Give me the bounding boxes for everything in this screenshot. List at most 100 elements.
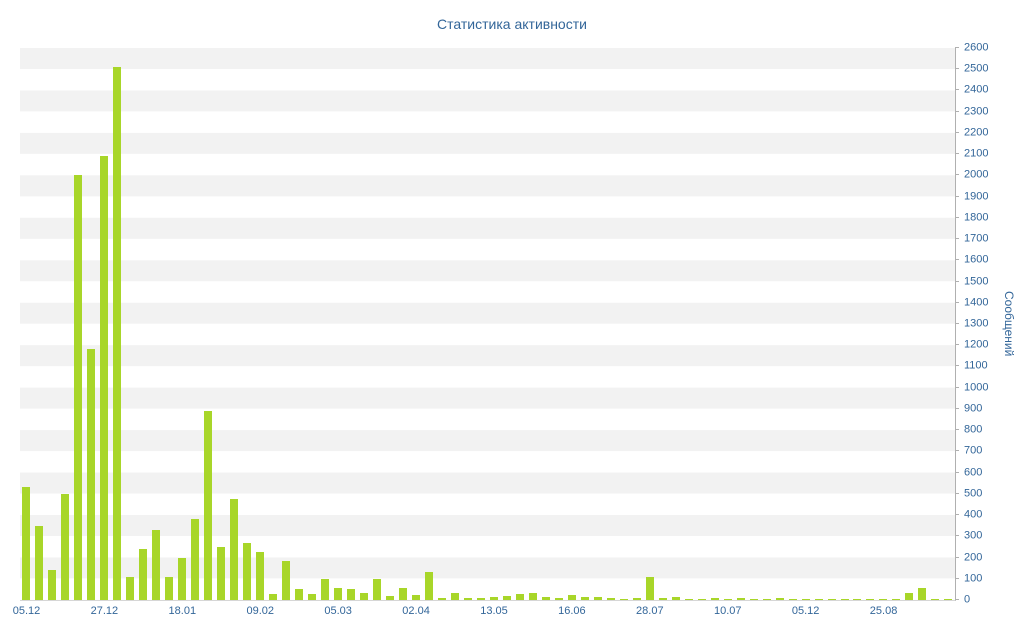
bar	[931, 599, 940, 600]
bar	[308, 593, 317, 600]
bar	[35, 525, 44, 600]
bar-slot	[423, 48, 436, 600]
y-tick-label: 400	[964, 508, 983, 521]
bar-slot	[293, 48, 306, 600]
bar-slot	[877, 48, 890, 600]
x-tick-label: 13.05	[480, 605, 508, 617]
bar	[944, 599, 953, 600]
bar	[619, 598, 628, 600]
y-tick	[955, 301, 959, 303]
bar	[113, 67, 122, 600]
bar-slot	[630, 48, 643, 600]
y-tick	[955, 599, 959, 600]
bar	[658, 597, 667, 600]
x-tick-label: 10.07	[713, 605, 742, 617]
bar-slot	[812, 48, 825, 600]
bar-slot	[773, 48, 786, 600]
x-tick-label: 16.06	[558, 605, 586, 617]
y-tick-label: 1600	[964, 253, 989, 266]
bar	[593, 596, 602, 600]
y-tick-label: 1900	[964, 190, 989, 203]
bar	[412, 594, 421, 600]
bar-slot	[85, 48, 98, 600]
bar	[645, 576, 654, 600]
y-tick-label: 1000	[964, 381, 989, 394]
bar	[788, 598, 797, 600]
y-tick	[955, 259, 959, 261]
y-tick-label: 100	[964, 572, 983, 585]
bar	[347, 589, 356, 600]
bar	[866, 599, 875, 600]
bar	[100, 156, 109, 600]
bar	[827, 598, 836, 600]
bar	[853, 598, 862, 600]
bar-slot	[669, 48, 682, 600]
bar	[450, 592, 459, 600]
bar-slot	[942, 48, 955, 600]
bar-slot	[617, 48, 630, 600]
y-tick-label: 2300	[964, 105, 989, 118]
bar-slot	[552, 48, 565, 600]
y-tick	[955, 492, 959, 494]
bar-slot	[695, 48, 708, 600]
bar	[801, 598, 810, 600]
bar-slot	[838, 48, 851, 600]
bar	[606, 597, 615, 600]
bar-slot	[591, 48, 604, 600]
bar	[360, 592, 369, 600]
bar-slot	[202, 48, 215, 600]
bar	[632, 598, 641, 600]
bar	[74, 175, 83, 600]
bar	[905, 592, 914, 600]
y-tick	[955, 344, 959, 346]
bars-container	[20, 48, 955, 600]
bar	[697, 598, 706, 600]
bar	[723, 598, 732, 600]
bar-slot	[526, 48, 539, 600]
bar-slot	[734, 48, 747, 600]
bar-slot	[33, 48, 46, 600]
x-tick-label: 28.07	[636, 605, 664, 617]
bar	[22, 487, 31, 600]
bar	[879, 599, 888, 600]
bar-slot	[747, 48, 760, 600]
y-tick	[955, 216, 959, 218]
bar	[476, 597, 485, 600]
y-tick-label: 1300	[964, 317, 989, 330]
y-tick-label: 1700	[964, 232, 989, 245]
y-tick	[955, 238, 959, 240]
bar	[671, 596, 680, 600]
bar	[892, 598, 901, 600]
bar	[282, 560, 291, 600]
y-tick-label: 0	[964, 593, 971, 606]
bar-slot	[397, 48, 410, 600]
bar-slot	[59, 48, 72, 600]
y-tick-label: 1400	[964, 296, 989, 309]
bar	[269, 593, 278, 600]
y-tick	[955, 577, 959, 579]
bar-slot	[708, 48, 721, 600]
y-tick-label: 2500	[964, 62, 989, 75]
bar	[918, 588, 927, 600]
bar	[321, 578, 330, 600]
y-tick-label: 900	[964, 402, 983, 415]
y-tick	[955, 153, 959, 155]
bar-slot	[150, 48, 163, 600]
bar-slot	[916, 48, 929, 600]
bar	[463, 598, 472, 600]
bar	[762, 598, 771, 600]
bar	[840, 599, 849, 600]
bar	[165, 576, 174, 600]
bar	[334, 588, 343, 600]
bar	[437, 597, 446, 600]
x-tick-label: 09.02	[246, 605, 274, 617]
bar	[541, 596, 550, 600]
x-tick-label: 02.04	[402, 605, 430, 617]
bar-slot	[565, 48, 578, 600]
bar	[230, 499, 239, 600]
y-tick-label: 800	[964, 423, 983, 436]
chart-title: Статистика активности	[437, 16, 587, 32]
bar-slot	[345, 48, 358, 600]
bar-slot	[864, 48, 877, 600]
y-tick	[955, 556, 959, 558]
